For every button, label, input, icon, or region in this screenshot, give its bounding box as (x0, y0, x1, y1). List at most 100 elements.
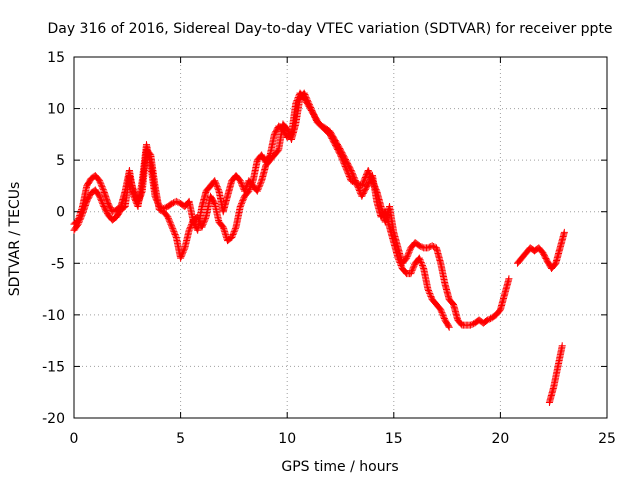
data-point (231, 225, 239, 233)
data-point (403, 253, 411, 261)
data-point (302, 93, 310, 101)
data-point (409, 265, 417, 273)
data-point (342, 164, 350, 172)
data-point (468, 320, 476, 328)
data-point (170, 228, 178, 236)
data-point (303, 96, 311, 104)
data-point (186, 223, 194, 231)
data-point (211, 177, 219, 185)
data-point (171, 229, 179, 237)
data-point (96, 192, 104, 200)
data-point (309, 108, 317, 116)
data-point (238, 200, 246, 208)
data-point (178, 251, 186, 259)
data-point (428, 242, 436, 250)
y-tick-label: -20 (42, 411, 65, 427)
data-point (255, 184, 263, 192)
data-point (166, 219, 174, 227)
data-point (304, 98, 312, 106)
data-point (367, 174, 375, 182)
data-point (256, 180, 264, 188)
data-point (99, 186, 107, 194)
data-point (337, 151, 344, 159)
data-point (407, 268, 415, 276)
y-tick-label: 10 (47, 102, 65, 118)
data-point (228, 232, 236, 240)
data-point (301, 91, 309, 99)
data-point (186, 225, 194, 233)
data-point (308, 106, 316, 114)
data-point (365, 168, 373, 176)
data-point (371, 183, 379, 191)
data-point (408, 267, 416, 275)
data-point (344, 170, 352, 178)
y-tick-label: -5 (51, 256, 65, 272)
data-point (96, 178, 104, 186)
data-point (177, 253, 185, 261)
data-point (337, 152, 345, 160)
data-point (425, 288, 433, 296)
data-point (300, 89, 308, 97)
data-point (426, 289, 434, 297)
x-tick-label: 15 (385, 431, 403, 447)
data-point (311, 114, 319, 122)
data-point (439, 312, 447, 320)
data-point (310, 112, 318, 120)
data-point (98, 183, 106, 191)
y-tick-label: 0 (56, 205, 65, 221)
data-point (167, 220, 175, 228)
data-point (403, 254, 411, 262)
data-point (305, 99, 313, 107)
data-point (179, 248, 187, 256)
data-point (368, 177, 376, 185)
data-point (97, 195, 105, 203)
data-point (153, 198, 161, 206)
data-point (303, 95, 311, 103)
y-tick-label: 15 (47, 50, 65, 66)
data-point (418, 261, 426, 269)
data-point (236, 177, 244, 185)
data-point (505, 275, 513, 283)
data-point (165, 216, 173, 224)
data-point (169, 226, 177, 234)
data-point (372, 184, 380, 192)
data-point (242, 184, 250, 192)
data-point (242, 183, 250, 191)
data-point (426, 291, 434, 299)
data-point (437, 307, 445, 315)
data-point (177, 254, 185, 262)
data-point (467, 321, 475, 329)
data-point (302, 92, 310, 100)
data-point (96, 177, 104, 185)
data-point (338, 154, 346, 162)
y-axis-label: SDTVAR / TECUs (7, 182, 23, 297)
data-point (237, 201, 245, 209)
y-tick-label: 5 (56, 153, 65, 169)
data-point (345, 171, 353, 179)
data-point (338, 155, 346, 163)
data-point (341, 161, 349, 169)
data-point (166, 217, 174, 225)
data-point (310, 111, 318, 119)
data-point (152, 195, 160, 203)
data-marks (70, 89, 568, 407)
data-point (167, 222, 175, 230)
data-series (513, 228, 568, 407)
data-point (239, 195, 247, 203)
data-point (307, 105, 315, 113)
data-point (404, 250, 412, 258)
data-point (370, 180, 378, 188)
data-point (339, 157, 347, 165)
data-point (369, 178, 377, 186)
data-point (416, 256, 424, 264)
data-point (229, 231, 237, 239)
data-point (485, 315, 493, 323)
data-point (169, 225, 177, 233)
data-point (445, 322, 453, 330)
data-point (130, 192, 138, 200)
data-point (180, 245, 188, 253)
data-point (342, 165, 350, 173)
data-point (284, 127, 292, 135)
